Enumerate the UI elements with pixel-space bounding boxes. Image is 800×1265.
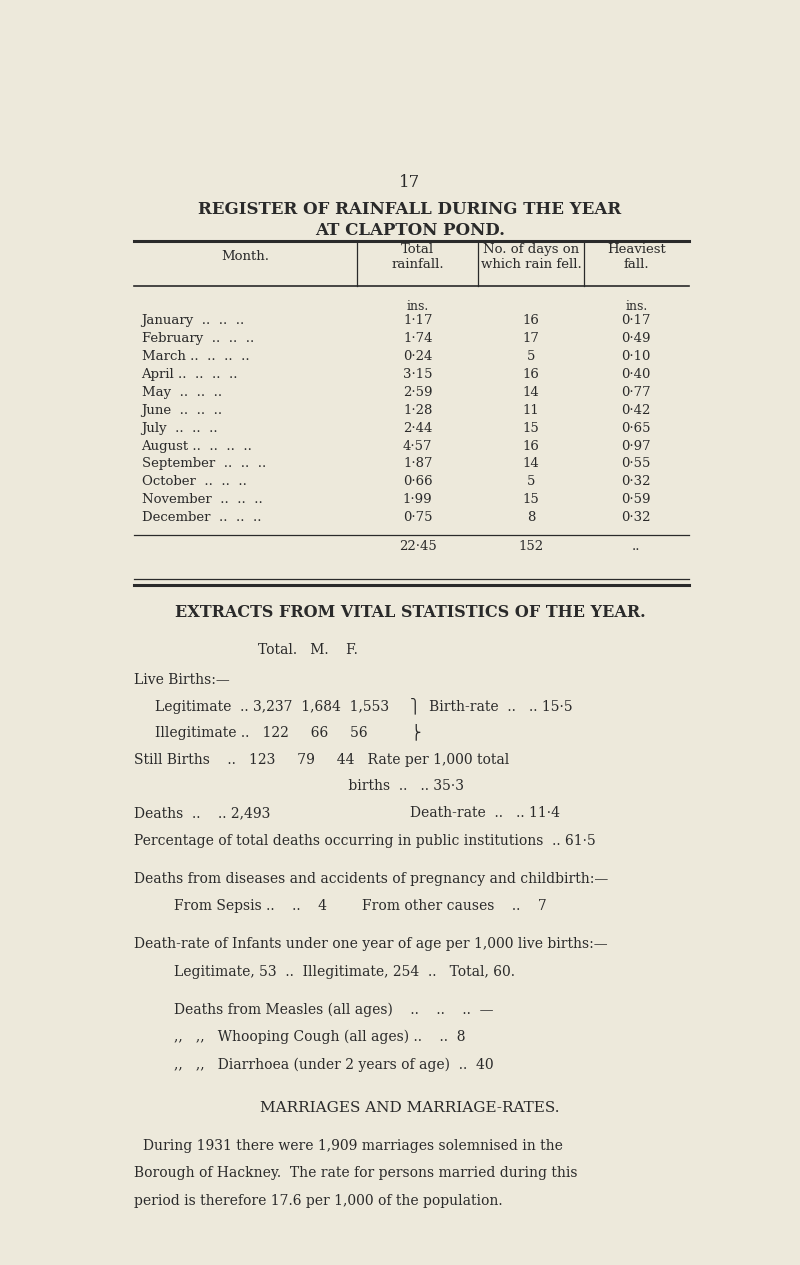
Text: ..: ..: [632, 540, 641, 553]
Text: 0·59: 0·59: [622, 493, 651, 506]
Text: February  ..  ..  ..: February .. .. ..: [142, 331, 254, 345]
Text: ins.: ins.: [625, 300, 647, 312]
Text: Percentage of total deaths occurring in public institutions  .. 61·5: Percentage of total deaths occurring in …: [134, 834, 596, 848]
Text: 1·87: 1·87: [403, 458, 433, 471]
Text: 0·65: 0·65: [622, 421, 651, 435]
Text: June  ..  ..  ..: June .. .. ..: [142, 404, 222, 416]
Text: Still Births    ..   123     79     44   Rate per 1,000 total: Still Births .. 123 79 44 Rate per 1,000…: [134, 753, 510, 767]
Text: Deaths from Measles (all ages)    ..    ..    ..  —: Deaths from Measles (all ages) .. .. .. …: [174, 1003, 494, 1017]
Text: 15: 15: [522, 421, 539, 435]
Text: 0·10: 0·10: [622, 350, 651, 363]
Text: MARRIAGES AND MARRIAGE-RATES.: MARRIAGES AND MARRIAGE-RATES.: [260, 1101, 560, 1114]
Text: Total
rainfall.: Total rainfall.: [391, 243, 444, 271]
Text: 17: 17: [399, 175, 421, 191]
Text: 0·32: 0·32: [622, 476, 651, 488]
Text: 4·57: 4·57: [403, 439, 433, 453]
Text: January  ..  ..  ..: January .. .. ..: [142, 314, 245, 328]
Text: 1·17: 1·17: [403, 314, 433, 328]
Text: 3·15: 3·15: [403, 368, 433, 381]
Text: 1·28: 1·28: [403, 404, 433, 416]
Text: 0·24: 0·24: [403, 350, 433, 363]
Text: August ..  ..  ..  ..: August .. .. .. ..: [142, 439, 253, 453]
Text: 1·74: 1·74: [403, 331, 433, 345]
Text: ,,   ,,   Whooping Cough (all ages) ..    ..  8: ,, ,, Whooping Cough (all ages) .. .. 8: [174, 1030, 466, 1045]
Text: No. of days on
which rain fell.: No. of days on which rain fell.: [481, 243, 582, 271]
Text: 0·17: 0·17: [622, 314, 651, 328]
Text: Legitimate, 53  ..  Illegitimate, 254  ..   Total, 60.: Legitimate, 53 .. Illegitimate, 254 .. T…: [174, 964, 515, 979]
Text: 0·49: 0·49: [622, 331, 651, 345]
Text: Death-rate  ..   .. 11·4: Death-rate .. .. 11·4: [410, 806, 560, 821]
Text: 14: 14: [522, 386, 539, 398]
Text: October  ..  ..  ..: October .. .. ..: [142, 476, 246, 488]
Text: ins.: ins.: [406, 300, 429, 312]
Text: 8: 8: [526, 511, 535, 524]
Text: 0·40: 0·40: [622, 368, 651, 381]
Text: Live Births:—: Live Births:—: [134, 673, 230, 687]
Text: AT CLAPTON POND.: AT CLAPTON POND.: [315, 221, 505, 239]
Text: December  ..  ..  ..: December .. .. ..: [142, 511, 261, 524]
Text: Death-rate of Infants under one year of age per 1,000 live births:—: Death-rate of Infants under one year of …: [134, 937, 608, 951]
Text: 11: 11: [522, 404, 539, 416]
Text: May  ..  ..  ..: May .. .. ..: [142, 386, 222, 398]
Text: 16: 16: [522, 439, 539, 453]
Text: 17: 17: [522, 331, 539, 345]
Text: Legitimate  .. 3,237  1,684  1,553: Legitimate .. 3,237 1,684 1,553: [154, 700, 389, 713]
Text: September  ..  ..  ..: September .. .. ..: [142, 458, 266, 471]
Text: Borough of Hackney.  The rate for persons married during this: Borough of Hackney. The rate for persons…: [134, 1166, 578, 1180]
Text: 5: 5: [526, 476, 535, 488]
Text: 5: 5: [526, 350, 535, 363]
Text: Deaths  ..    .. 2,493: Deaths .. .. 2,493: [134, 806, 270, 821]
Text: 22·45: 22·45: [399, 540, 437, 553]
Text: 0·42: 0·42: [622, 404, 651, 416]
Text: EXTRACTS FROM VITAL STATISTICS OF THE YEAR.: EXTRACTS FROM VITAL STATISTICS OF THE YE…: [174, 603, 646, 621]
Text: 14: 14: [522, 458, 539, 471]
Text: 0·66: 0·66: [403, 476, 433, 488]
Text: 16: 16: [522, 314, 539, 328]
Text: From Sepsis ..    ..    4        From other causes    ..    7: From Sepsis .. .. 4 From other causes ..…: [174, 899, 547, 913]
Text: March ..  ..  ..  ..: March .. .. .. ..: [142, 350, 249, 363]
Text: Total.   M.    F.: Total. M. F.: [258, 643, 358, 657]
Text: Illegitimate ..   122     66     56: Illegitimate .. 122 66 56: [154, 726, 367, 740]
Text: period is therefore 17.6 per 1,000 of the population.: period is therefore 17.6 per 1,000 of th…: [134, 1194, 502, 1208]
Text: 0·77: 0·77: [622, 386, 651, 398]
Text: Heaviest
fall.: Heaviest fall.: [607, 243, 666, 271]
Text: April ..  ..  ..  ..: April .. .. .. ..: [142, 368, 238, 381]
Text: 1·99: 1·99: [403, 493, 433, 506]
Text: 15: 15: [522, 493, 539, 506]
Text: 0·97: 0·97: [622, 439, 651, 453]
Text: July  ..  ..  ..: July .. .. ..: [142, 421, 218, 435]
Text: 2·44: 2·44: [403, 421, 433, 435]
Text: REGISTER OF RAINFALL DURING THE YEAR: REGISTER OF RAINFALL DURING THE YEAR: [198, 201, 622, 218]
Text: ,,   ,,   Diarrhoea (under 2 years of age)  ..  40: ,, ,, Diarrhoea (under 2 years of age) .…: [174, 1058, 494, 1071]
Text: 0·32: 0·32: [622, 511, 651, 524]
Text: births  ..   .. 35·3: births .. .. 35·3: [134, 779, 464, 793]
Text: 2·59: 2·59: [403, 386, 433, 398]
Text: ⎫  Birth-rate  ..   .. 15·5: ⎫ Birth-rate .. .. 15·5: [410, 697, 573, 713]
Text: November  ..  ..  ..: November .. .. ..: [142, 493, 262, 506]
Text: ⎬: ⎬: [410, 724, 420, 740]
Text: Deaths from diseases and accidents of pregnancy and childbirth:—: Deaths from diseases and accidents of pr…: [134, 872, 608, 885]
Text: 0·75: 0·75: [403, 511, 433, 524]
Text: Month.: Month.: [222, 250, 270, 263]
Text: 152: 152: [518, 540, 543, 553]
Text: 0·55: 0·55: [622, 458, 651, 471]
Text: During 1931 there were 1,909 marriages solemnised in the: During 1931 there were 1,909 marriages s…: [143, 1138, 563, 1154]
Text: 16: 16: [522, 368, 539, 381]
